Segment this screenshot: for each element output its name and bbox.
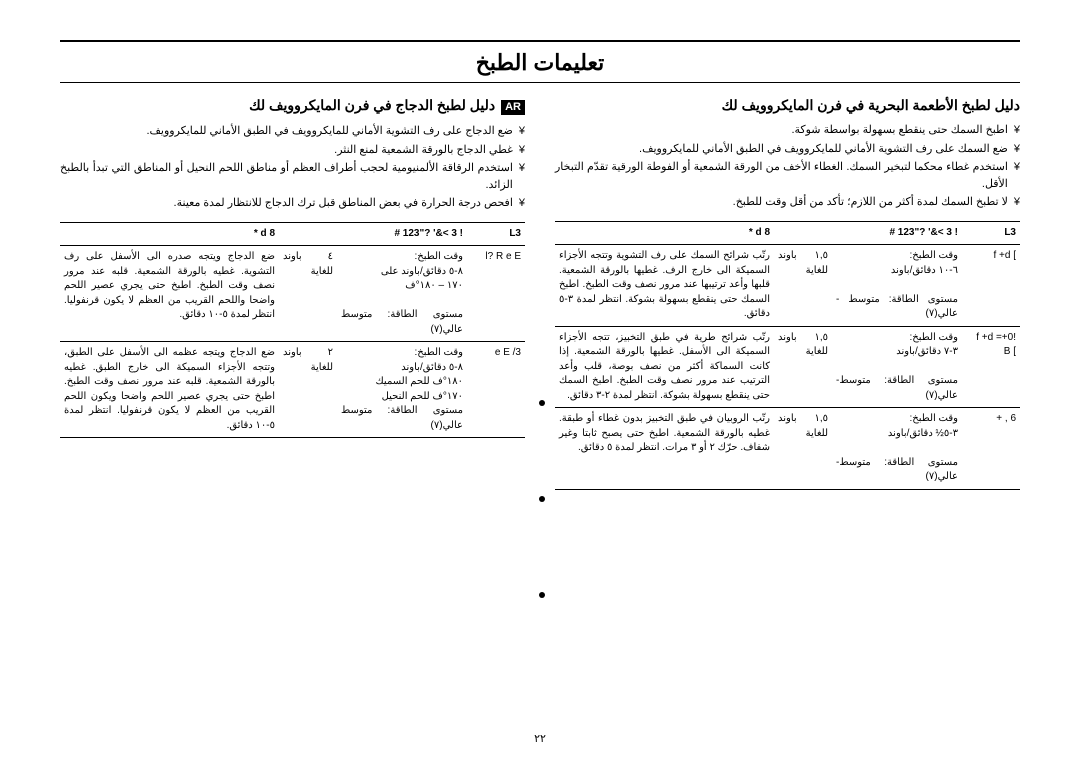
cell: ١,٥ باوند للغاية: [774, 326, 832, 408]
cell: ٤ باوند للغاية: [279, 246, 337, 342]
th: 8 d *: [555, 221, 774, 245]
th: ! 3 >&' ?"123 #: [337, 222, 467, 246]
punch-holes: [535, 90, 545, 598]
seafood-heading: دليل لطبخ الأطعمة البحرية في فرن المايكر…: [722, 97, 1020, 114]
cell: ٢ باوند للغاية: [279, 342, 337, 438]
page-number: ٢٢: [0, 732, 1080, 745]
bullet: افحص درجة الحرارة في بعض المناطق قبل ترك…: [174, 195, 513, 212]
bullet: ضع السمك على رف التشوية الأماني للمايكرو…: [639, 141, 1008, 158]
cell: رتّب شرائح السمك على رف التشوية وتتجه ال…: [555, 245, 774, 327]
cell: !0+= f +d ] B: [962, 326, 1020, 408]
table-row: !0+= f +d ] B وقت الطبخ: ٣-٧ دقائق/باوند…: [555, 326, 1020, 408]
page-title: تعليمات الطبخ: [60, 50, 1020, 76]
cell: وقت الطبخ: ٨-٥ دقائق/باوند ١٨٠°ف للحم ال…: [337, 342, 467, 438]
chicken-heading: دليل لطبخ الدجاج في فرن المايكروويف لك: [249, 97, 495, 114]
th: ! 3 >&' ?"123 #: [832, 221, 962, 245]
th: 8 d *: [60, 222, 279, 246]
table-row: ] f +d وقت الطبخ: ٦-١٠ دقائق/باوند مستوى…: [555, 245, 1020, 327]
cell: 6 , +: [962, 408, 1020, 490]
cell: ضع الدجاج ويتجه عظمه الى الأسفل على الطب…: [60, 342, 279, 438]
seafood-section: دليل لطبخ الأطعمة البحرية في فرن المايكر…: [555, 97, 1020, 490]
cell: رتّب الروبيان في طبق التخبيز بدون غطاء أ…: [555, 408, 774, 490]
seafood-bullets: ¥اطبخ السمك حتى ينقطع بسهولة بواسطة شوكة…: [555, 122, 1020, 211]
cell: l? R e E: [467, 246, 525, 342]
bullet: ضع الدجاج على رف التشوية الأماني للمايكر…: [146, 123, 512, 140]
bullet: استخدم الرقاقة الألمنيومية لحجب أطراف ال…: [60, 160, 513, 193]
table-row: 6 , + وقت الطبخ: ٣-٥½ دقائق/باوند مستوى …: [555, 408, 1020, 490]
chicken-section: AR دليل لطبخ الدجاج في فرن المايكروويف ل…: [60, 97, 525, 490]
ar-badge: AR: [501, 100, 525, 115]
cell: ضع الدجاج ويتجه صدره الى الأسفل على رف ا…: [60, 246, 279, 342]
cell: ١,٥ باوند للغاية: [774, 245, 832, 327]
table-row: e E /3 وقت الطبخ: ٨-٥ دقائق/باوند ١٨٠°ف …: [60, 342, 525, 438]
table-row: l? R e E وقت الطبخ: ٨-٥ دقائق/باوند على …: [60, 246, 525, 342]
cell: ١,٥ باوند للغاية: [774, 408, 832, 490]
cell: وقت الطبخ: ٣-٧ دقائق/باوند مستوى الطاقة:…: [832, 326, 962, 408]
cell: e E /3: [467, 342, 525, 438]
th: L3: [962, 221, 1020, 245]
cell: رتّب شرائح طرية في طبق التخبيز، تتجه الأ…: [555, 326, 774, 408]
th: [774, 221, 832, 245]
cell: وقت الطبخ: ٨-٥ دقائق/باوند على ١٧٠ – ١٨٠…: [337, 246, 467, 342]
bullet: لا تطبخ السمك لمدة أكثر من اللازم؛ تأكد …: [733, 194, 1008, 211]
cell: ] f +d: [962, 245, 1020, 327]
chicken-table: L3 ! 3 >&' ?"123 # 8 d * l? R e E وقت ال…: [60, 222, 525, 439]
chicken-bullets: ¥ضع الدجاج على رف التشوية الأماني للمايك…: [60, 123, 525, 212]
bullet: استخدم غطاء محكما لتبخير السمك. الغطاء ا…: [555, 159, 1008, 192]
cell: وقت الطبخ: ٦-١٠ دقائق/باوند مستوى الطاقة…: [832, 245, 962, 327]
th: [279, 222, 337, 246]
seafood-table: L3 ! 3 >&' ?"123 # 8 d * ] f +d وقت الطب…: [555, 221, 1020, 490]
bullet: اطبخ السمك حتى ينقطع بسهولة بواسطة شوكة.: [791, 122, 1007, 139]
cell: وقت الطبخ: ٣-٥½ دقائق/باوند مستوى الطاقة…: [832, 408, 962, 490]
bullet: غطي الدجاج بالورقة الشمعية لمنع النثر.: [334, 142, 513, 159]
th: L3: [467, 222, 525, 246]
